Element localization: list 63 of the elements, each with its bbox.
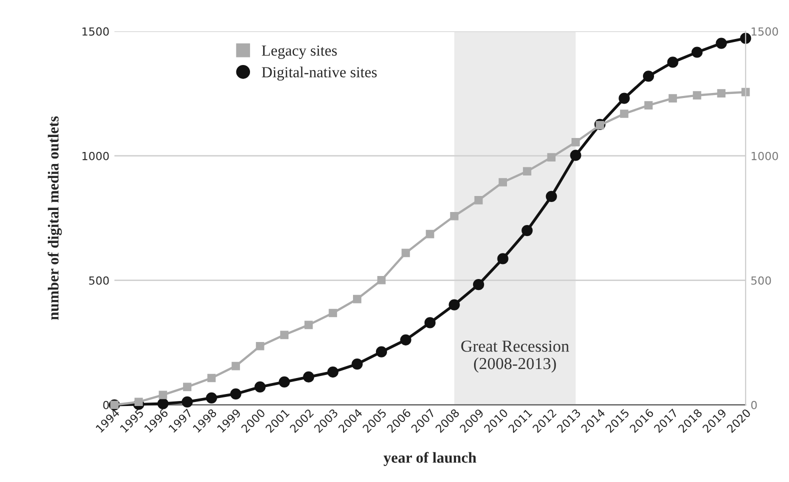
point (158, 390, 168, 400)
point (424, 317, 436, 328)
point (740, 32, 752, 44)
point (596, 121, 604, 130)
point (448, 299, 460, 310)
point (691, 46, 703, 58)
y2-tick-label: 1000 (752, 152, 778, 160)
point (327, 366, 338, 378)
point (376, 346, 388, 358)
point (232, 362, 240, 370)
legend-label: Legacy sites (262, 45, 337, 59)
point (546, 190, 557, 202)
point (644, 101, 653, 110)
point (254, 381, 266, 393)
point (618, 92, 630, 104)
legend-label: Digital-native sites (262, 66, 377, 81)
y2-tick-label: 1500 (752, 27, 778, 36)
point (182, 396, 193, 408)
point (522, 225, 533, 236)
point (498, 178, 508, 186)
point (692, 91, 702, 100)
point (497, 253, 508, 264)
point (547, 153, 556, 162)
point (426, 230, 434, 238)
point (304, 320, 313, 330)
point (230, 388, 242, 400)
point (668, 94, 677, 102)
point (157, 398, 169, 410)
point (642, 70, 654, 82)
point (303, 371, 314, 383)
point (402, 248, 410, 258)
point (473, 279, 484, 290)
point (474, 196, 483, 204)
point (207, 374, 216, 382)
point (280, 330, 289, 340)
point (377, 276, 386, 284)
point (400, 334, 412, 346)
point (450, 212, 458, 220)
point (741, 88, 750, 96)
point (352, 358, 363, 370)
point (667, 56, 678, 68)
y2-tick-label: 0 (751, 400, 757, 410)
point (716, 38, 727, 49)
point (572, 138, 580, 146)
y-axis-title: number of digital media outlets (48, 116, 62, 320)
point (353, 294, 362, 304)
point (134, 398, 143, 406)
point (183, 382, 192, 392)
point (278, 376, 290, 388)
point (256, 342, 264, 350)
y-tick-label: 1000 (82, 152, 109, 160)
y2-tick-label: 500 (751, 276, 771, 285)
point (717, 89, 726, 98)
point (206, 392, 218, 404)
point (328, 308, 338, 318)
y-tick-label: 1500 (82, 27, 109, 36)
band-label: Great Recession (2008-2013) (461, 340, 570, 373)
y-tick-label: 500 (89, 276, 109, 285)
point (522, 167, 532, 176)
point (620, 110, 628, 118)
y-tick-label: 0 (103, 400, 109, 410)
x-axis-title: year of launch (384, 452, 476, 466)
point (570, 150, 582, 161)
